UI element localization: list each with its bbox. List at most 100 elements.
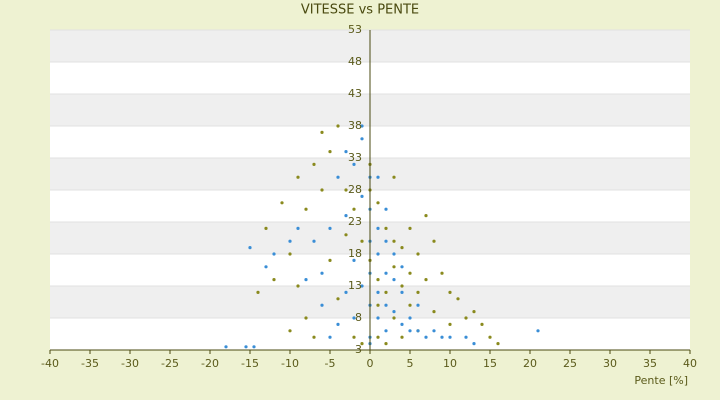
data-point — [312, 239, 316, 243]
x-tick-label: -30 — [121, 357, 139, 370]
data-point — [256, 290, 260, 294]
x-tick-label: -35 — [81, 357, 99, 370]
data-point — [296, 175, 300, 179]
data-point — [432, 239, 436, 243]
y-tick-label: 48 — [348, 55, 362, 68]
chart-title: VITESSE vs PENTE — [301, 3, 419, 18]
data-point — [384, 226, 388, 230]
data-point — [352, 335, 356, 339]
y-tick-label: 23 — [348, 215, 362, 228]
data-point — [440, 335, 444, 339]
data-point — [344, 150, 348, 154]
data-point — [312, 162, 316, 166]
x-tick-label: -25 — [161, 357, 179, 370]
data-point — [304, 207, 308, 211]
data-point — [496, 342, 500, 346]
data-point — [280, 201, 284, 205]
y-tick-label: 8 — [355, 311, 362, 324]
data-point — [392, 310, 396, 314]
x-tick-label: 25 — [563, 357, 577, 370]
x-tick-label: -40 — [41, 357, 59, 370]
data-point — [352, 316, 356, 320]
data-point — [224, 345, 228, 349]
data-point — [352, 207, 356, 211]
data-point — [432, 329, 436, 333]
data-point — [320, 130, 324, 134]
y-tick-label: 28 — [348, 183, 362, 196]
x-tick-label: -15 — [241, 357, 259, 370]
data-point — [344, 290, 348, 294]
data-point — [464, 335, 468, 339]
data-point — [384, 290, 388, 294]
data-point — [392, 239, 396, 243]
data-point — [448, 335, 452, 339]
data-point — [448, 322, 452, 326]
data-point — [336, 124, 340, 128]
data-point — [384, 303, 388, 307]
x-tick-label: -20 — [201, 357, 219, 370]
y-tick-label: 13 — [348, 279, 362, 292]
data-point — [416, 290, 420, 294]
data-point — [480, 322, 484, 326]
data-point — [384, 271, 388, 275]
y-tick-label: 33 — [348, 151, 362, 164]
data-point — [408, 226, 412, 230]
y-tick-label: 43 — [348, 87, 362, 100]
data-point — [400, 265, 404, 269]
data-point — [536, 329, 540, 333]
x-tick-label: 10 — [443, 357, 457, 370]
y-tick-label: 53 — [348, 23, 362, 36]
data-point — [344, 233, 348, 237]
data-point — [400, 335, 404, 339]
data-point — [272, 278, 276, 282]
data-point — [304, 278, 308, 282]
data-point — [328, 258, 332, 262]
data-point — [296, 226, 300, 230]
data-point — [376, 252, 380, 256]
data-point — [392, 316, 396, 320]
x-tick-label: 40 — [683, 357, 697, 370]
data-point — [288, 252, 292, 256]
data-point — [488, 335, 492, 339]
data-point — [400, 284, 404, 288]
data-point — [440, 271, 444, 275]
data-point — [400, 246, 404, 250]
data-point — [392, 278, 396, 282]
data-point — [424, 278, 428, 282]
data-point — [296, 284, 300, 288]
x-tick-label: -5 — [325, 357, 336, 370]
data-point — [312, 335, 316, 339]
data-point — [456, 297, 460, 301]
data-point — [392, 252, 396, 256]
data-point — [248, 246, 252, 250]
x-tick-label: 5 — [407, 357, 414, 370]
x-tick-label: 0 — [367, 357, 374, 370]
data-point — [416, 303, 420, 307]
data-point — [392, 265, 396, 269]
data-point — [344, 188, 348, 192]
data-point — [384, 239, 388, 243]
data-point — [464, 316, 468, 320]
data-point — [376, 278, 380, 282]
data-point — [448, 290, 452, 294]
data-point — [376, 303, 380, 307]
data-point — [244, 345, 248, 349]
data-point — [328, 150, 332, 154]
data-point — [288, 329, 292, 333]
data-point — [352, 162, 356, 166]
x-tick-label: 35 — [643, 357, 657, 370]
data-point — [376, 175, 380, 179]
data-point — [432, 310, 436, 314]
data-point — [288, 239, 292, 243]
data-point — [360, 284, 364, 288]
y-tick-label: 38 — [348, 119, 362, 132]
data-point — [408, 329, 412, 333]
x-tick-label: 20 — [523, 357, 537, 370]
data-point — [264, 226, 268, 230]
data-point — [328, 226, 332, 230]
data-point — [424, 335, 428, 339]
data-point — [376, 226, 380, 230]
data-point — [336, 297, 340, 301]
data-point — [360, 124, 364, 128]
